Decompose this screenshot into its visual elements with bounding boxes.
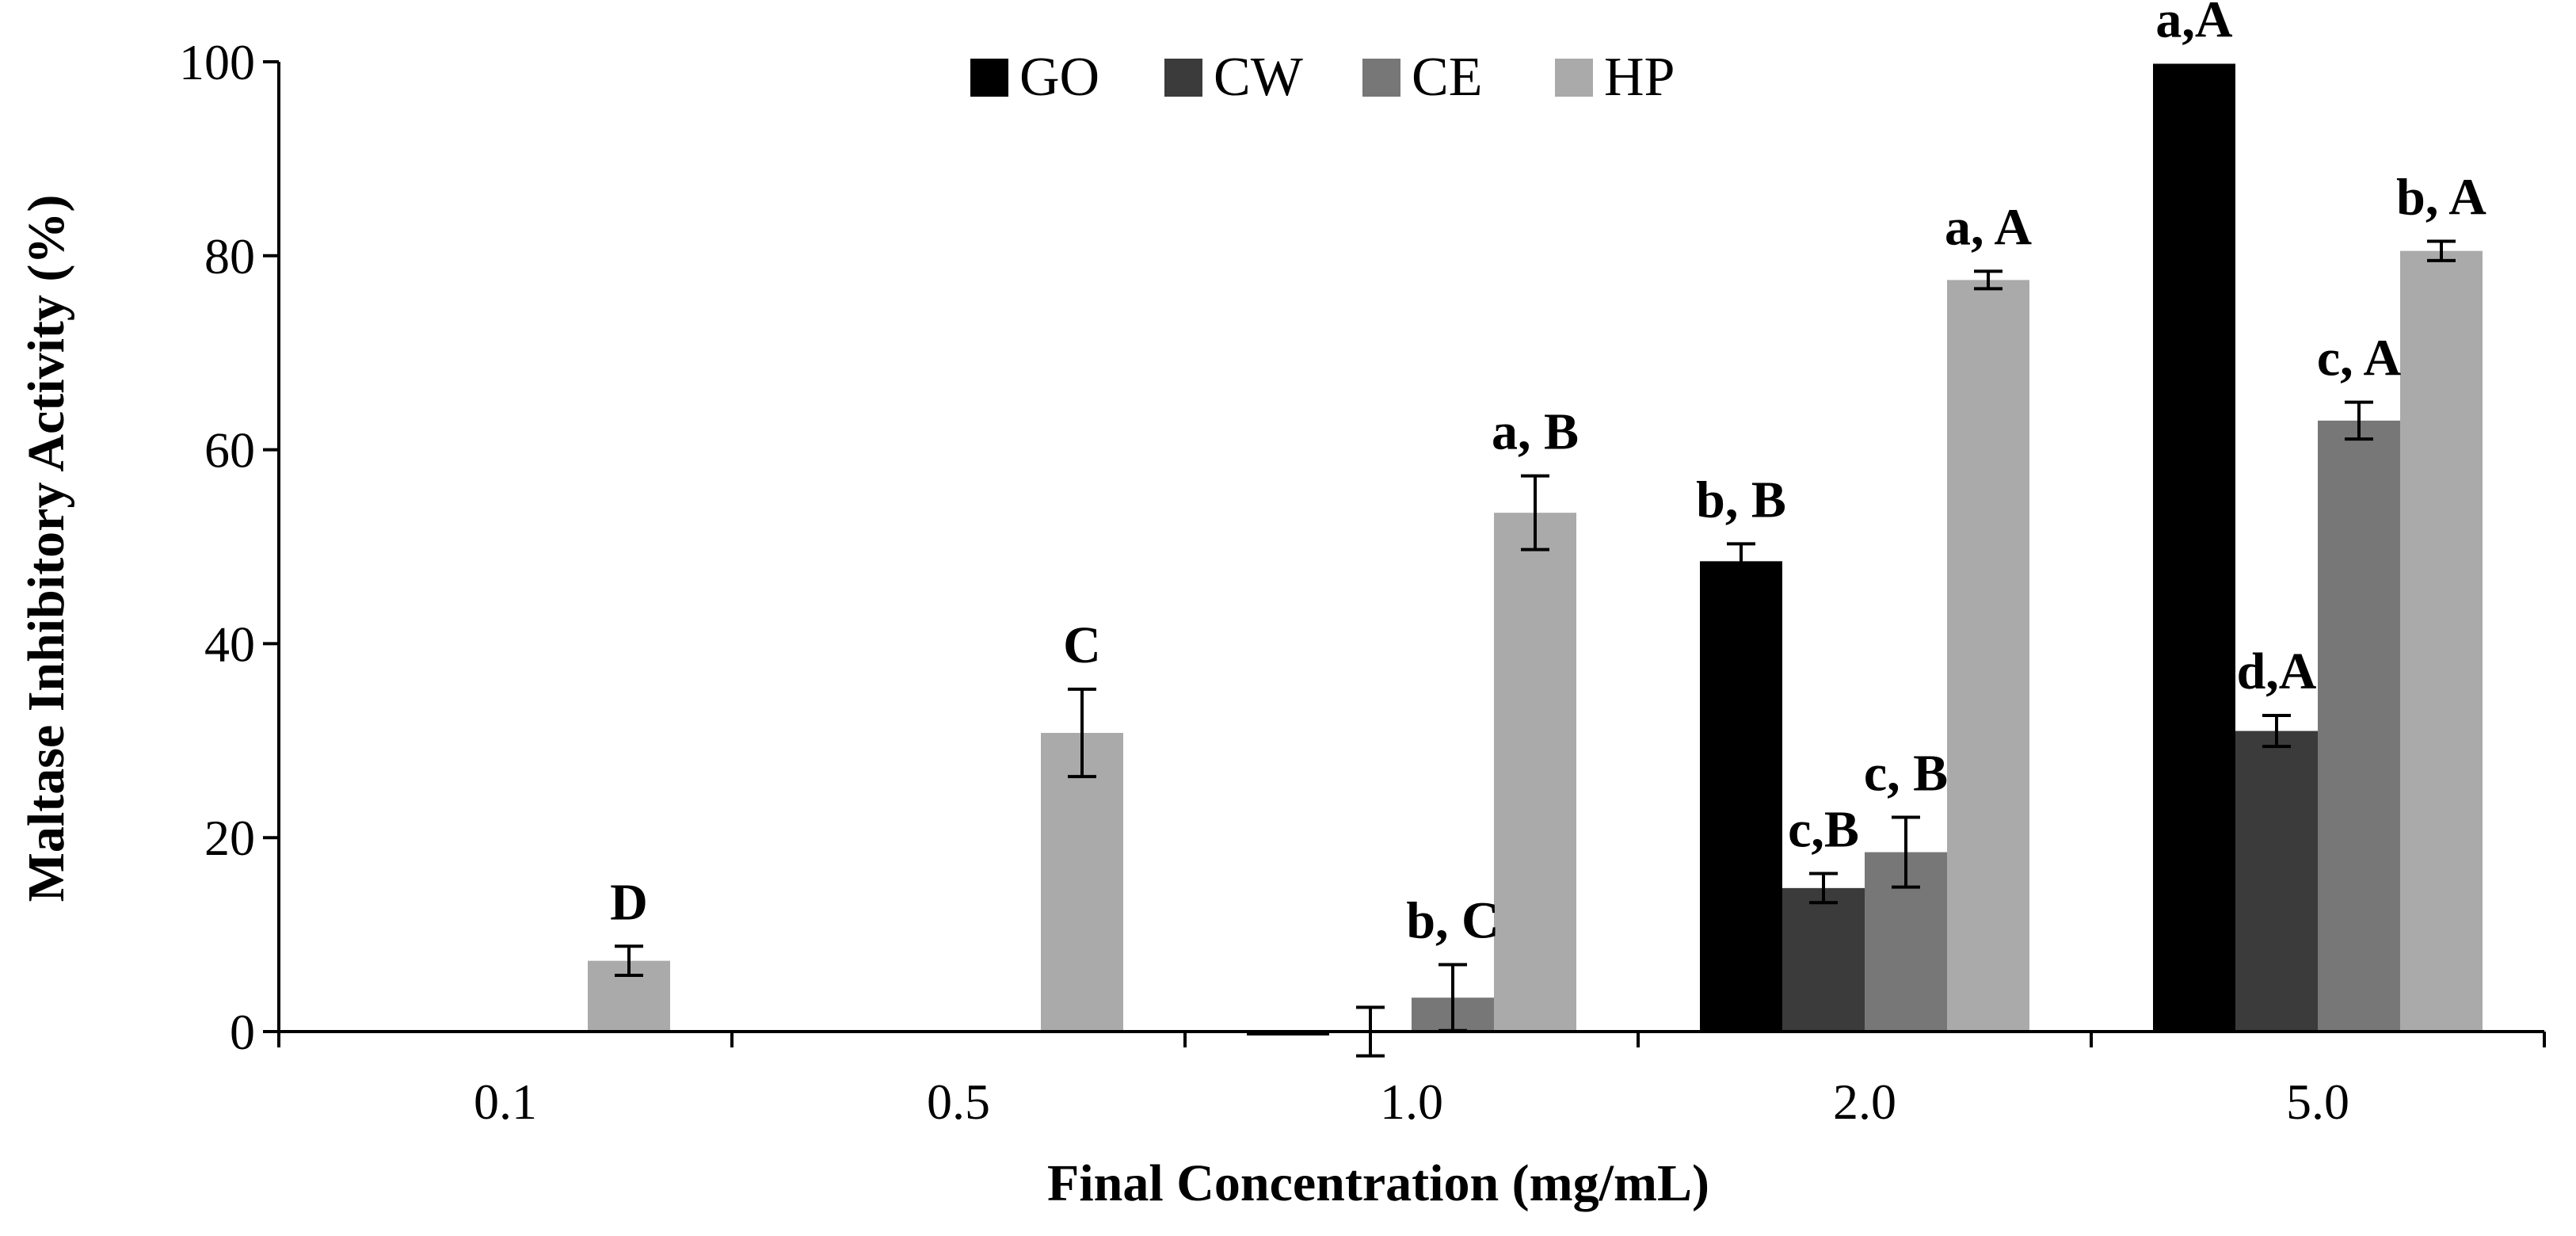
annotation-hp-0.1: D [610,873,648,931]
axes-layer: 0 20 40 60 80 100 0.1 0.5 1.0 2.0 5.0 [179,34,2546,1130]
legend-swatch-go [970,59,1008,97]
error-bar-hp-1.0 [1521,474,1549,551]
legend-label-hp: HP [1604,47,1675,108]
y-tick-label-20: 20 [204,810,255,866]
annotation-hp-2.0: a, A [1945,198,2032,256]
error-bar-cw-5.0 [2262,713,2291,749]
bar-go-1.0 [1247,1032,1329,1036]
y-tick-label-40: 40 [204,616,255,672]
annotation-hp-0.5: C [1063,616,1101,674]
annotation-ce-5.0: c, A [2317,330,2402,387]
legend-item-cw: CW [1164,47,1303,108]
legend-label-go: GO [1019,47,1099,108]
error-bar-ce-5.0 [2345,400,2373,441]
bar-cw-5.0 [2235,731,2318,1032]
legend: GO CW CE HP [970,47,1675,108]
legend-swatch-ce [1362,59,1400,97]
bar-hp-5.0 [2400,250,2483,1032]
y-tick-label-0: 0 [230,1004,255,1060]
legend-swatch-cw [1164,59,1202,97]
annotation-hp-5.0: b, A [2396,168,2486,226]
y-tick-label-60: 60 [204,422,255,479]
bar-hp-2.0 [1947,280,2029,1032]
annotation-ce-2.0: c, B [1864,744,1948,802]
error-bar-hp-2.0 [1974,269,2002,291]
error-bar-cw-2.0 [1809,872,1838,905]
error-bar-go-2.0 [1727,542,1755,581]
annotation-hp-1.0: a, B [1492,403,1579,461]
error-bar-hp-0.1 [615,944,643,978]
bar-go-5.0 [2153,63,2235,1032]
legend-label-cw: CW [1214,47,1303,108]
x-tick-label-0.1: 0.1 [474,1074,537,1130]
bar-hp-0.5 [1041,733,1123,1032]
legend-label-ce: CE [1412,47,1482,108]
y-tick-label-100: 100 [179,34,255,90]
bar-go-2.0 [1700,561,1782,1032]
annotation-go-2.0: b, B [1696,471,1786,528]
annotation-go-5.0: a,A [2155,0,2233,48]
x-axis-title: Final Concentration (mg/mL) [1047,1154,1709,1212]
error-bar-hp-5.0 [2427,239,2456,262]
annotation-cw-5.0: d,A [2237,643,2317,700]
legend-item-go: GO [970,47,1099,108]
x-tick-label-2.0: 2.0 [1833,1074,1896,1130]
legend-item-ce: CE [1362,47,1482,108]
legend-swatch-hp [1555,59,1593,97]
x-tick-label-0.5: 0.5 [927,1074,990,1130]
error-bar-ce-2.0 [1892,815,1920,889]
x-tick-label-5.0: 5.0 [2286,1074,2349,1130]
x-tick-label-1.0: 1.0 [1380,1074,1443,1130]
annotations-layer: D Cb, C a, B b, B c,Bc, B a, A a,A d,A c, A b, A [610,0,2486,950]
bar-cw-2.0 [1782,887,1865,1032]
error-bars-layer [615,239,2456,1058]
legend-item-hp: HP [1555,47,1675,108]
error-bar-hp-0.5 [1068,687,1096,779]
annotation-ce-1.0: b, C [1406,892,1499,950]
annotation-cw-2.0: c,B [1788,800,1859,858]
bar-ce-5.0 [2318,420,2400,1032]
y-axis-title: Maltase Inhibitory Activity (%) [17,195,75,902]
bar-hp-1.0 [1494,513,1576,1032]
y-tick-label-80: 80 [204,228,255,284]
